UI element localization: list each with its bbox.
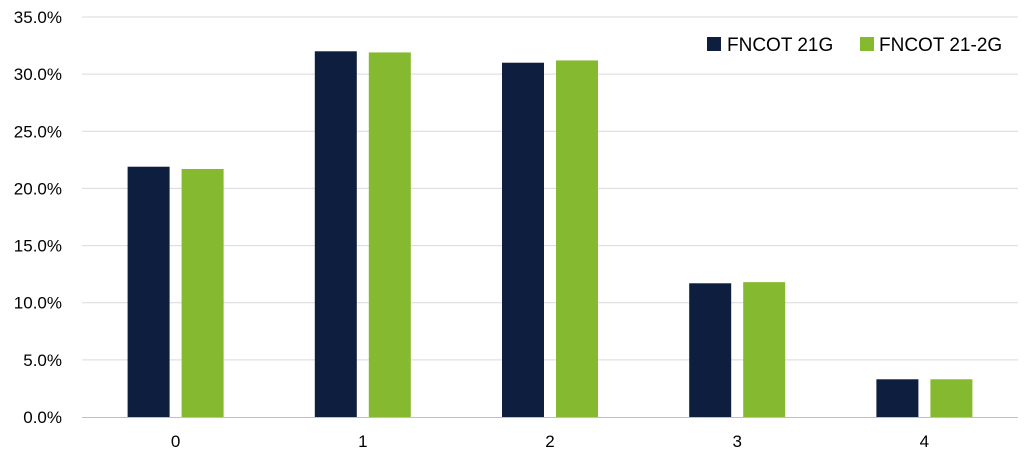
bar-fncot-21g-1 xyxy=(314,51,357,418)
y-axis-tick-labels: 0.0% 5.0% 10.0% 15.0% 20.0% 25.0% 30.0% 35.0% xyxy=(14,8,62,427)
bar-fncot-21-2g-1 xyxy=(368,52,411,418)
bar-fncot-21g-0 xyxy=(127,166,170,417)
legend-swatch-fncot-21-2g xyxy=(860,37,874,51)
legend-label-fncot-21-2g: FNCOT 21-2G xyxy=(879,35,1002,56)
y-tick-label: 15.0% xyxy=(14,237,62,256)
x-axis-tick-labels: 0 1 2 3 4 xyxy=(171,432,929,451)
y-tick-label: 35.0% xyxy=(14,8,62,27)
bars xyxy=(127,51,973,418)
legend-swatch-fncot-21g xyxy=(707,37,721,51)
bar-fncot-21-2g-4 xyxy=(930,379,973,417)
bar-fncot-21-2g-0 xyxy=(181,169,224,417)
y-tick-label: 0.0% xyxy=(23,408,62,427)
legend-label-fncot-21g: FNCOT 21G xyxy=(727,35,833,56)
y-tick-label: 25.0% xyxy=(14,122,62,141)
gridlines xyxy=(82,16,1018,361)
bar-fncot-21-2g-2 xyxy=(556,60,598,418)
x-tick-label: 1 xyxy=(358,432,367,451)
y-tick-label: 20.0% xyxy=(14,179,62,198)
y-tick-label: 5.0% xyxy=(23,351,62,370)
x-tick-label: 0 xyxy=(171,432,180,451)
legend: FNCOT 21G FNCOT 21-2G xyxy=(707,35,1002,56)
y-tick-label: 30.0% xyxy=(14,65,62,84)
bar-fncot-21-2g-3 xyxy=(743,282,786,417)
bar-fncot-21g-3 xyxy=(689,283,732,417)
bar-fncot-21g-4 xyxy=(876,379,919,417)
y-tick-label: 10.0% xyxy=(14,294,62,313)
x-tick-label: 3 xyxy=(732,432,741,451)
x-tick-label: 4 xyxy=(920,432,929,451)
bar-fncot-21g-2 xyxy=(502,62,544,417)
x-tick-label: 2 xyxy=(545,432,554,451)
